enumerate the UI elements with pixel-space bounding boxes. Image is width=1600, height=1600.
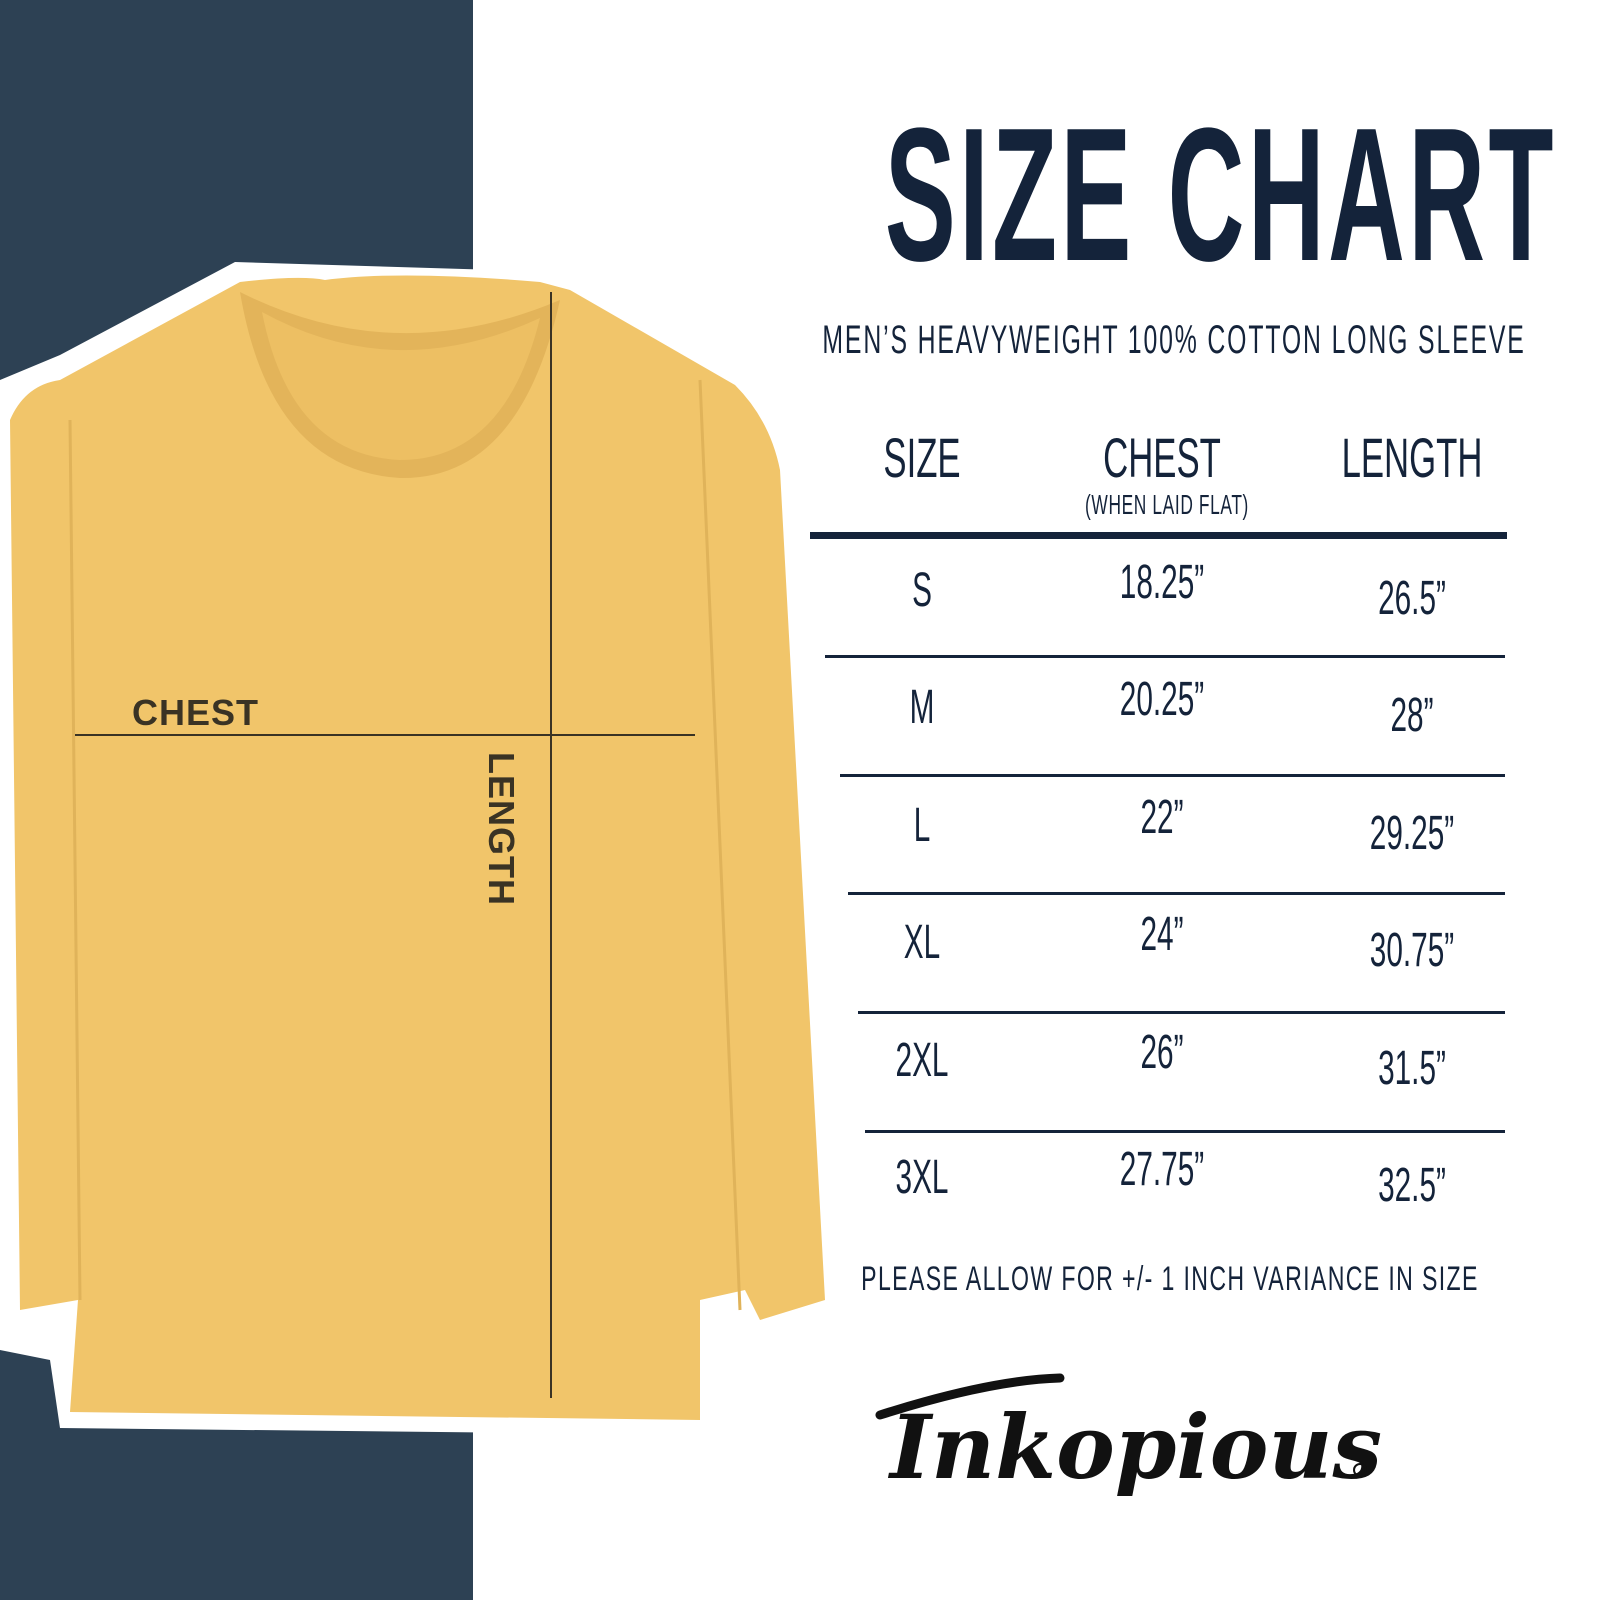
cell-chest: 24” bbox=[1140, 908, 1184, 961]
column-header-size: SIZE bbox=[883, 426, 961, 489]
row-divider bbox=[840, 774, 1505, 777]
sleeve-seam-right bbox=[698, 379, 742, 1311]
brand-logo: Inkopious bbox=[875, 1373, 1382, 1499]
row-divider bbox=[848, 892, 1505, 895]
length-label: LENGTH bbox=[481, 752, 522, 906]
shirt-body bbox=[10, 275, 825, 1420]
cell-length: 29.25” bbox=[1369, 807, 1455, 860]
cell-length: 32.5” bbox=[1378, 1159, 1446, 1212]
page-title: SIZE CHART bbox=[884, 89, 1557, 301]
cell-size: 3XL bbox=[895, 1151, 949, 1204]
cell-length: 28” bbox=[1390, 689, 1434, 742]
brand-name: Inkopious bbox=[887, 1395, 1382, 1499]
registered-mark-icon bbox=[1353, 1463, 1367, 1477]
cell-chest: 18.25” bbox=[1119, 556, 1205, 609]
sleeve-seam-left bbox=[68, 419, 82, 1301]
chest-label: CHEST bbox=[132, 692, 260, 733]
column-header-chest: CHEST bbox=[1103, 426, 1221, 489]
header-divider bbox=[810, 532, 1507, 539]
cell-chest: 27.75” bbox=[1119, 1143, 1205, 1196]
cell-size: XL bbox=[903, 916, 941, 969]
cell-length: 30.75” bbox=[1369, 924, 1455, 977]
logo-brush-stroke bbox=[875, 1373, 1065, 1420]
cell-length: 31.5” bbox=[1378, 1042, 1446, 1095]
cell-size: M bbox=[909, 681, 935, 734]
cell-length: 26.5” bbox=[1378, 572, 1446, 625]
cell-chest: 26” bbox=[1140, 1026, 1184, 1079]
shirt-neck-inner bbox=[262, 312, 540, 460]
variance-note: PLEASE ALLOW FOR +/- 1 INCH VARIANCE IN … bbox=[861, 1260, 1479, 1298]
column-subheader-chest: (WHEN LAID FLAT) bbox=[1085, 489, 1249, 520]
row-divider bbox=[858, 1011, 1505, 1014]
product-subtitle: MEN’S HEAVYWEIGHT 100% COTTON LONG SLEEV… bbox=[822, 318, 1526, 362]
shirt-illustration bbox=[10, 275, 825, 1420]
cell-size: S bbox=[912, 564, 932, 617]
cell-size: L bbox=[913, 799, 931, 852]
row-divider bbox=[825, 655, 1505, 658]
cell-size: 2XL bbox=[895, 1034, 949, 1087]
column-header-length: LENGTH bbox=[1341, 426, 1483, 489]
cell-chest: 22” bbox=[1140, 791, 1184, 844]
row-divider bbox=[865, 1130, 1505, 1133]
cell-chest: 20.25” bbox=[1119, 673, 1205, 726]
